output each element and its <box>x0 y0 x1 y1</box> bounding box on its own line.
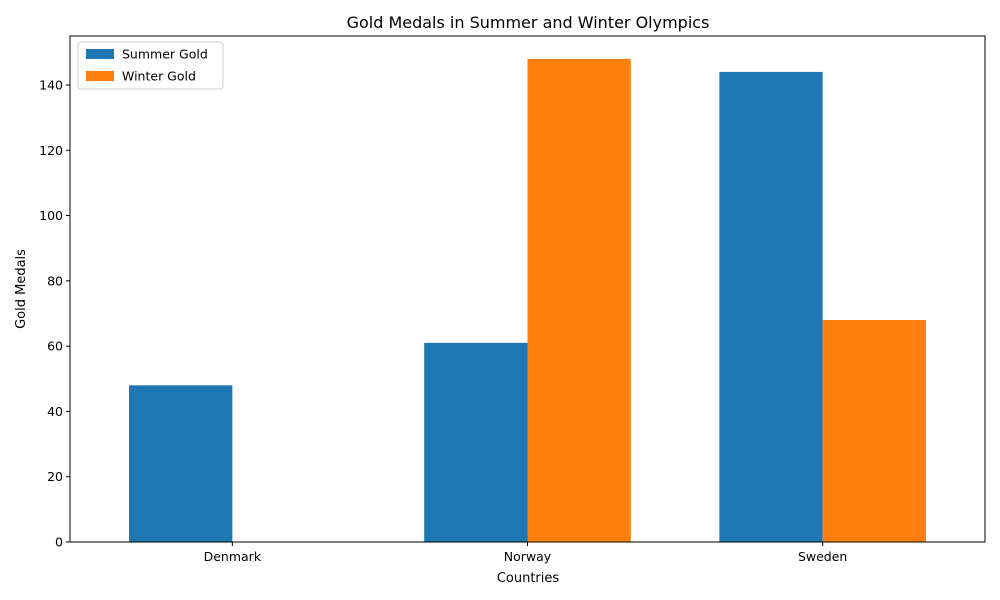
y-axis-label: Gold Medals <box>14 249 29 329</box>
legend: Summer Gold Winter Gold <box>77 41 224 90</box>
x-tick-label-sweden: Sweden <box>798 549 847 564</box>
legend-swatch-summer-gold <box>86 49 114 59</box>
bar-denmark-summer-gold <box>129 385 233 542</box>
y-tick-label: 40 <box>47 404 63 419</box>
y-tick-label: 60 <box>47 339 63 354</box>
y-tick-label: 140 <box>39 77 63 92</box>
legend-swatch-winter-gold <box>86 71 114 81</box>
bar-norway-summer-gold <box>424 342 528 542</box>
legend-label-winter-gold: Winter Gold <box>122 69 196 84</box>
bar-norway-winter-gold <box>527 58 631 542</box>
legend-label-summer-gold: Summer Gold <box>122 47 208 62</box>
y-tick-label: 100 <box>39 208 63 223</box>
y-tick-label: 80 <box>47 273 63 288</box>
bar-sweden-winter-gold <box>822 320 926 542</box>
bar-sweden-summer-gold <box>719 71 823 543</box>
bars-layer <box>129 58 926 543</box>
y-tick-label: 120 <box>39 143 63 158</box>
y-tick-label: 20 <box>47 469 63 484</box>
x-tick-label-denmark: Denmark <box>204 549 262 564</box>
y-tick-label: 0 <box>55 535 63 550</box>
chart-title: Gold Medals in Summer and Winter Olympic… <box>347 13 710 32</box>
x-axis-label: Countries <box>497 571 560 586</box>
x-tick-label-norway: Norway <box>504 549 552 564</box>
legend-frame <box>77 41 224 90</box>
axes-layer: 0 20 40 60 80 100 120 140 Denmark Norway Sweden <box>39 35 986 564</box>
